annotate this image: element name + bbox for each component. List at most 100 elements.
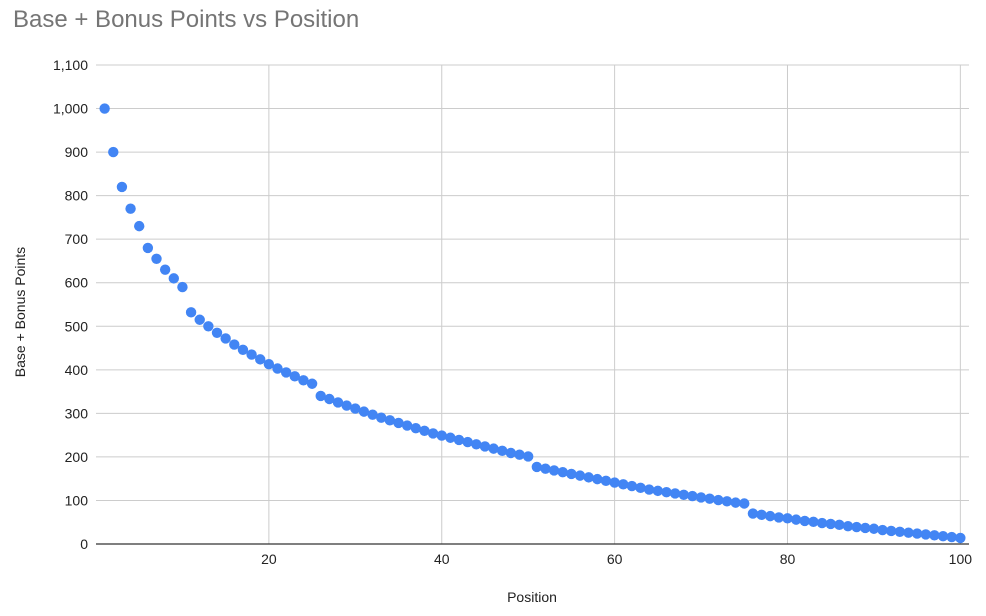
data-point xyxy=(816,517,828,529)
data-point xyxy=(911,528,923,539)
data-point xyxy=(324,393,335,405)
data-point xyxy=(410,422,422,434)
data-point xyxy=(116,181,128,193)
y-tick-label: 0 xyxy=(80,536,88,552)
data-point xyxy=(99,103,110,114)
data-point xyxy=(713,494,724,506)
data-point xyxy=(471,439,482,450)
x-tick-label: 60 xyxy=(607,551,623,567)
data-point xyxy=(877,524,888,536)
x-axis-title: Position xyxy=(507,589,557,605)
y-tick-label: 1,000 xyxy=(53,101,88,117)
data-point xyxy=(583,472,594,483)
data-point xyxy=(842,520,854,532)
data-point xyxy=(566,468,577,480)
data-point xyxy=(125,203,136,214)
data-point xyxy=(860,522,871,534)
data-point xyxy=(609,477,620,488)
tick-labels: 0 100 200 300 400 500 600 700 800 900 1,000 1,100 20… xyxy=(53,57,972,567)
data-point xyxy=(790,514,802,525)
data-point xyxy=(739,498,750,509)
data-point xyxy=(808,516,819,527)
data-point xyxy=(203,321,214,332)
data-point xyxy=(937,530,949,542)
data-point xyxy=(903,527,914,538)
data-point xyxy=(661,486,672,498)
data-point xyxy=(540,463,551,474)
data-point xyxy=(834,519,845,531)
y-tick-label: 700 xyxy=(65,231,89,247)
data-point xyxy=(886,525,897,537)
data-point xyxy=(592,473,603,485)
data-point xyxy=(159,264,171,275)
data-point xyxy=(635,482,646,494)
data-point xyxy=(220,333,231,344)
data-point xyxy=(756,509,767,521)
data-point xyxy=(237,344,249,355)
data-point xyxy=(289,371,301,382)
x-tick-label: 100 xyxy=(949,551,973,567)
data-point xyxy=(497,445,508,457)
data-points xyxy=(99,103,966,544)
data-point xyxy=(730,497,741,508)
data-point xyxy=(505,447,517,459)
data-point xyxy=(721,496,733,507)
y-axis-title: Base + Bonus Points xyxy=(12,247,28,377)
data-point xyxy=(151,253,162,264)
x-tick-label: 40 xyxy=(434,551,450,567)
data-point xyxy=(108,146,119,158)
data-point xyxy=(678,489,689,500)
data-point xyxy=(531,461,543,473)
data-point xyxy=(376,412,387,423)
data-point xyxy=(194,314,205,325)
data-point xyxy=(851,521,862,533)
data-point xyxy=(272,363,283,374)
data-point xyxy=(782,513,793,524)
data-point xyxy=(263,358,275,370)
data-point xyxy=(687,490,698,502)
data-point xyxy=(618,479,629,490)
y-tick-label: 600 xyxy=(65,275,89,291)
data-point xyxy=(522,451,534,462)
data-point xyxy=(168,273,179,284)
y-tick-label: 500 xyxy=(65,318,89,334)
data-point xyxy=(462,436,473,448)
y-tick-label: 1,100 xyxy=(53,57,88,73)
data-point xyxy=(479,441,491,452)
y-tick-label: 300 xyxy=(65,405,89,421)
data-point xyxy=(773,512,785,523)
data-point xyxy=(185,307,197,318)
y-tick-label: 800 xyxy=(65,188,89,204)
data-point xyxy=(626,480,638,492)
data-point xyxy=(894,526,906,538)
data-point xyxy=(799,515,810,527)
data-point xyxy=(358,406,370,417)
y-tick-label: 400 xyxy=(65,362,89,378)
data-point xyxy=(298,375,309,386)
chart-title: Base + Bonus Points vs Position xyxy=(13,6,360,33)
data-point xyxy=(600,475,612,487)
data-point xyxy=(920,529,931,540)
data-point xyxy=(280,367,292,378)
data-point xyxy=(643,484,655,495)
data-point xyxy=(306,378,318,389)
x-tick-label: 80 xyxy=(780,551,796,567)
data-point xyxy=(955,532,966,544)
x-tick-label: 20 xyxy=(261,551,277,567)
data-point xyxy=(514,449,525,460)
data-point xyxy=(427,428,439,439)
data-point xyxy=(401,420,413,431)
data-point xyxy=(652,485,664,497)
data-point xyxy=(177,281,188,293)
data-point xyxy=(419,425,430,436)
data-point xyxy=(229,339,240,350)
y-tick-label: 900 xyxy=(65,144,89,160)
data-point xyxy=(574,470,586,481)
data-point xyxy=(436,430,447,441)
data-point xyxy=(946,531,957,543)
data-point xyxy=(747,508,759,519)
data-point xyxy=(246,349,257,360)
data-point xyxy=(211,327,223,339)
y-tick-label: 200 xyxy=(65,449,89,465)
